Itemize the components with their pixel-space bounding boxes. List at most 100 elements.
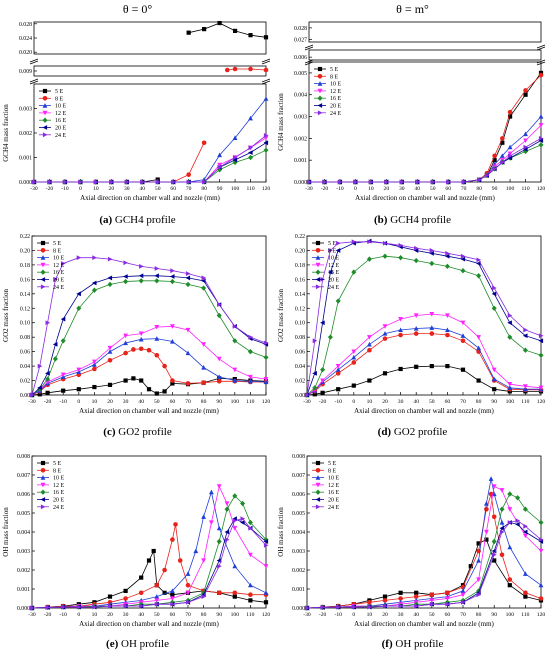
data-point [232,135,238,140]
data-point [248,374,253,380]
data-point [367,239,372,245]
data-point [445,363,450,369]
x-tick-label: 0 [79,186,82,192]
y-tick-label: 0.003 [294,115,307,121]
axis-break-mark [304,46,314,51]
x-axis-label: Axial direction on chamber wall and nozz… [80,194,220,202]
data-point [216,378,222,384]
data-point [414,603,419,609]
data-point [154,582,160,588]
y-tick-label: 0.16 [20,277,30,283]
x-tick-label: 40 [139,186,145,192]
legend-entry: 12 E [53,263,65,269]
caption-d-text: GO2 profile [391,426,448,438]
series-line [31,377,267,396]
data-point [248,592,253,597]
data-point [107,349,113,354]
x-tick-label: 90 [216,399,222,405]
data-point [216,312,222,319]
data-point [320,320,325,326]
series-line [34,98,267,183]
data-point [414,590,419,595]
legend-marker [315,248,321,253]
series-line [31,257,267,396]
data-point [45,320,51,326]
data-point [29,392,35,398]
data-point [367,600,372,605]
data-point [460,267,466,274]
x-tick-label: 20 [382,399,388,405]
axis-frame-segment [308,21,542,43]
data-point [445,596,450,601]
legend-entry: 8 E [330,74,339,80]
data-point [170,268,175,274]
x-tick-label: 100 [506,186,515,192]
data-point [476,345,481,351]
y-tick-label: 0.004 [17,530,30,536]
data-point [45,605,51,610]
data-point [476,273,482,279]
caption-c-text: GO2 profile [115,426,172,438]
y-tick-label: 0.009 [19,69,32,75]
series-line [31,495,267,609]
x-tick-label: 110 [246,399,254,405]
x-tick-label: 50 [429,612,435,618]
data-point [523,327,528,333]
x-tick-label: 70 [460,399,466,405]
x-tick-label: 110 [521,612,529,618]
data-point [263,67,269,73]
axis-break-mark [536,59,546,64]
x-tick-label: 120 [537,186,546,192]
y-tick-label: 0.000 [292,606,305,612]
data-point [217,152,222,158]
series-line [31,485,267,609]
data-point [382,324,388,329]
x-tick-label: 100 [231,399,240,405]
x-tick-label: -10 [59,399,67,405]
x-tick-label: -30 [305,186,313,192]
y-tick-label: 0.000 [19,180,32,186]
x-tick-label: -20 [321,186,329,192]
y-tick-label: 0.007 [292,473,305,479]
data-point [247,348,253,355]
caption-b: (b) GCH4 profile [275,214,550,226]
y-tick-label: 0.08 [20,335,30,341]
data-point [124,179,130,185]
data-point [500,136,505,141]
y-tick-label: 0.001 [292,587,305,593]
data-point [146,558,152,563]
data-point [492,558,497,563]
data-point [491,514,497,520]
y-axis-label: GCH4 mass fraction [277,93,285,151]
series-line [31,275,267,396]
legend-entry: 24 E [53,505,65,511]
y-tick-label: 0.001 [17,587,30,593]
axes-f: -30 -20 -10 0 10 20 30 40 50 60 70 80 90 100 110 120 Axi… [277,454,545,628]
data-point [460,338,466,344]
data-point [507,313,513,318]
data-point [320,390,325,395]
data-point [492,158,497,163]
data-point [217,20,222,26]
x-tick-label: 50 [155,186,161,192]
series-line [306,485,542,609]
data-point [185,582,191,588]
series-8e [29,522,269,611]
data-point [523,590,528,596]
data-point [185,571,191,576]
axes-c: -30 -20 -10 0 10 20 30 40 50 60 70 80 90 100 110 120 Axi… [2,234,270,415]
caption-a-text: GCH4 profile [112,214,176,226]
data-point [351,383,356,388]
data-point [312,392,317,397]
series-24e [29,516,269,611]
data-point [320,378,325,384]
data-point [193,548,199,554]
caption-f-text: OH profile [392,638,444,650]
data-point [507,109,513,115]
data-point [123,274,128,279]
data-point [429,363,434,369]
data-point [484,529,489,535]
x-tick-label: 120 [262,399,271,405]
data-point [460,256,466,262]
legend-marker [42,117,48,123]
